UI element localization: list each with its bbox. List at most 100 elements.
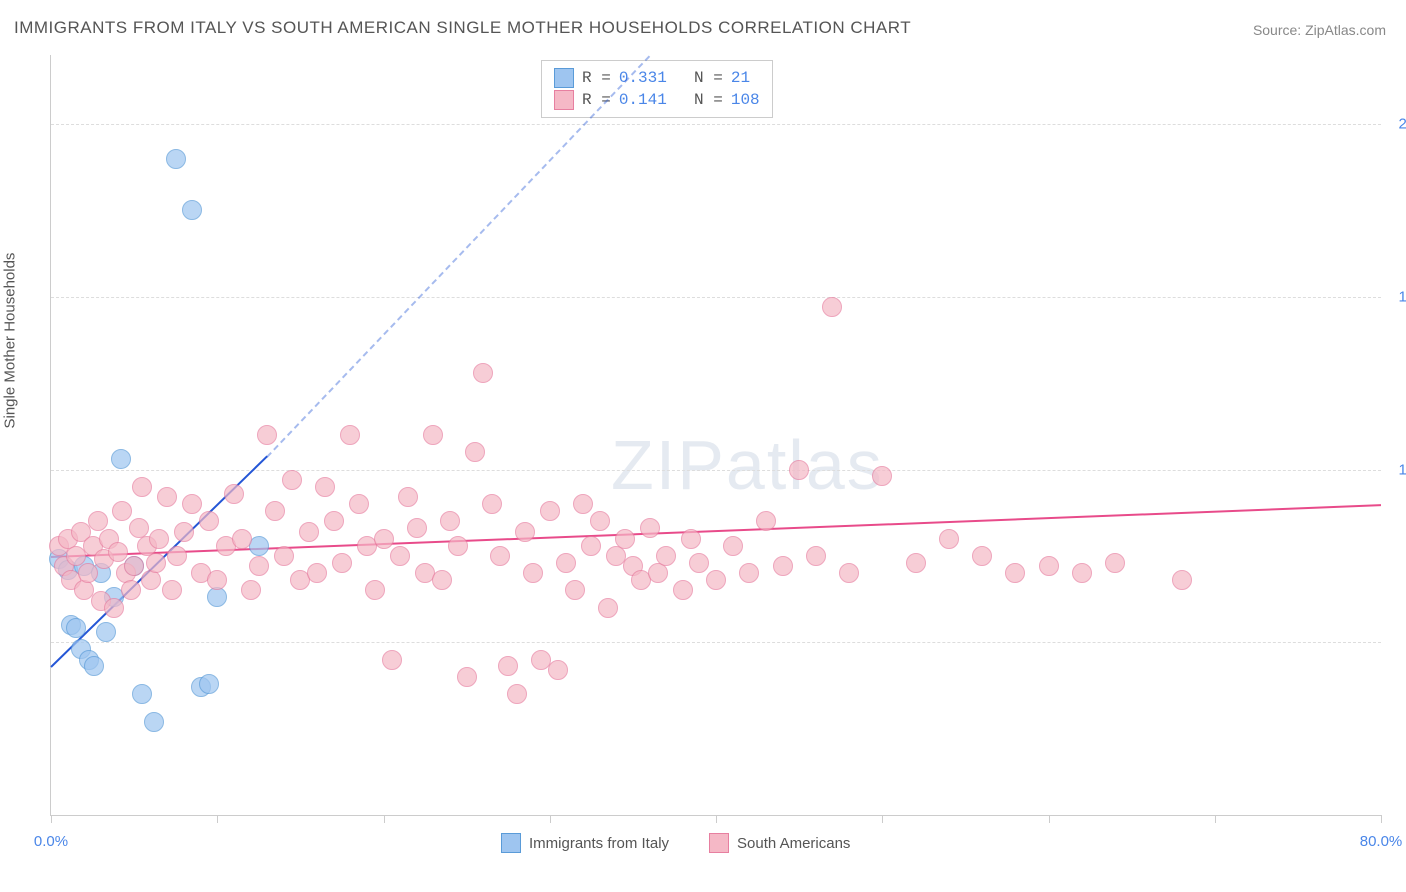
- data-point: [473, 363, 493, 383]
- data-point: [648, 563, 668, 583]
- data-point: [398, 487, 418, 507]
- data-point: [681, 529, 701, 549]
- data-point: [224, 484, 244, 504]
- correlation-legend: R =0.331 N = 21R =0.141 N =108: [541, 60, 773, 118]
- watermark: ZIPatlas: [611, 425, 884, 505]
- data-point: [144, 712, 164, 732]
- x-tick-mark: [1049, 815, 1050, 823]
- legend-swatch: [554, 90, 574, 110]
- data-point: [457, 667, 477, 687]
- x-tick-mark: [217, 815, 218, 823]
- data-point: [167, 546, 187, 566]
- x-tick-mark: [51, 815, 52, 823]
- data-point: [141, 570, 161, 590]
- data-point: [365, 580, 385, 600]
- plot-area: ZIPatlas R =0.331 N = 21R =0.141 N =108 …: [50, 55, 1381, 816]
- data-point: [121, 580, 141, 600]
- data-point: [282, 470, 302, 490]
- data-point: [111, 449, 131, 469]
- series-legend: Immigrants from Italy South Americans: [501, 833, 850, 853]
- data-point: [739, 563, 759, 583]
- data-point: [112, 501, 132, 521]
- x-tick-mark: [882, 815, 883, 823]
- data-point: [1105, 553, 1125, 573]
- data-point: [274, 546, 294, 566]
- data-point: [540, 501, 560, 521]
- data-point: [440, 511, 460, 531]
- data-point: [906, 553, 926, 573]
- data-point: [806, 546, 826, 566]
- legend-item: Immigrants from Italy: [501, 833, 669, 853]
- data-point: [132, 477, 152, 497]
- data-point: [673, 580, 693, 600]
- data-point: [78, 563, 98, 583]
- data-point: [108, 542, 128, 562]
- x-tick-mark: [384, 815, 385, 823]
- data-point: [249, 556, 269, 576]
- data-point: [615, 529, 635, 549]
- x-tick-label: 0.0%: [34, 833, 68, 850]
- chart-title: IMMIGRANTS FROM ITALY VS SOUTH AMERICAN …: [14, 18, 911, 38]
- data-point: [382, 650, 402, 670]
- data-point: [656, 546, 676, 566]
- data-point: [972, 546, 992, 566]
- x-tick-mark: [1215, 815, 1216, 823]
- data-point: [149, 529, 169, 549]
- chart-container: IMMIGRANTS FROM ITALY VS SOUTH AMERICAN …: [0, 0, 1406, 892]
- data-point: [232, 529, 252, 549]
- data-point: [432, 570, 452, 590]
- data-point: [182, 200, 202, 220]
- data-point: [1005, 563, 1025, 583]
- y-axis-label: Single Mother Households: [2, 253, 19, 429]
- data-point: [84, 656, 104, 676]
- legend-label: Immigrants from Italy: [529, 835, 669, 852]
- data-point: [598, 598, 618, 618]
- data-point: [157, 487, 177, 507]
- x-tick-label: 80.0%: [1360, 833, 1403, 850]
- data-point: [789, 460, 809, 480]
- data-point: [132, 684, 152, 704]
- trend-line: [266, 55, 650, 457]
- data-point: [556, 553, 576, 573]
- data-point: [581, 536, 601, 556]
- data-point: [448, 536, 468, 556]
- data-point: [96, 622, 116, 642]
- data-point: [166, 149, 186, 169]
- data-point: [265, 501, 285, 521]
- data-point: [241, 580, 261, 600]
- legend-swatch: [501, 833, 521, 853]
- data-point: [199, 674, 219, 694]
- data-point: [146, 553, 166, 573]
- data-point: [507, 684, 527, 704]
- data-point: [332, 553, 352, 573]
- data-point: [482, 494, 502, 514]
- data-point: [515, 522, 535, 542]
- legend-row: R =0.331 N = 21: [554, 67, 760, 89]
- data-point: [1039, 556, 1059, 576]
- data-point: [723, 536, 743, 556]
- data-point: [162, 580, 182, 600]
- data-point: [257, 425, 277, 445]
- data-point: [174, 522, 194, 542]
- legend-item: South Americans: [709, 833, 850, 853]
- y-tick-label: 15.0%: [1386, 288, 1406, 305]
- data-point: [1072, 563, 1092, 583]
- data-point: [689, 553, 709, 573]
- data-point: [548, 660, 568, 680]
- gridline: [51, 124, 1381, 125]
- gridline: [51, 642, 1381, 643]
- data-point: [706, 570, 726, 590]
- data-point: [756, 511, 776, 531]
- data-point: [423, 425, 443, 445]
- data-point: [590, 511, 610, 531]
- data-point: [498, 656, 518, 676]
- data-point: [324, 511, 344, 531]
- data-point: [822, 297, 842, 317]
- data-point: [872, 466, 892, 486]
- source-attribution: Source: ZipAtlas.com: [1253, 22, 1386, 38]
- data-point: [839, 563, 859, 583]
- legend-label: South Americans: [737, 835, 850, 852]
- data-point: [573, 494, 593, 514]
- data-point: [407, 518, 427, 538]
- data-point: [182, 494, 202, 514]
